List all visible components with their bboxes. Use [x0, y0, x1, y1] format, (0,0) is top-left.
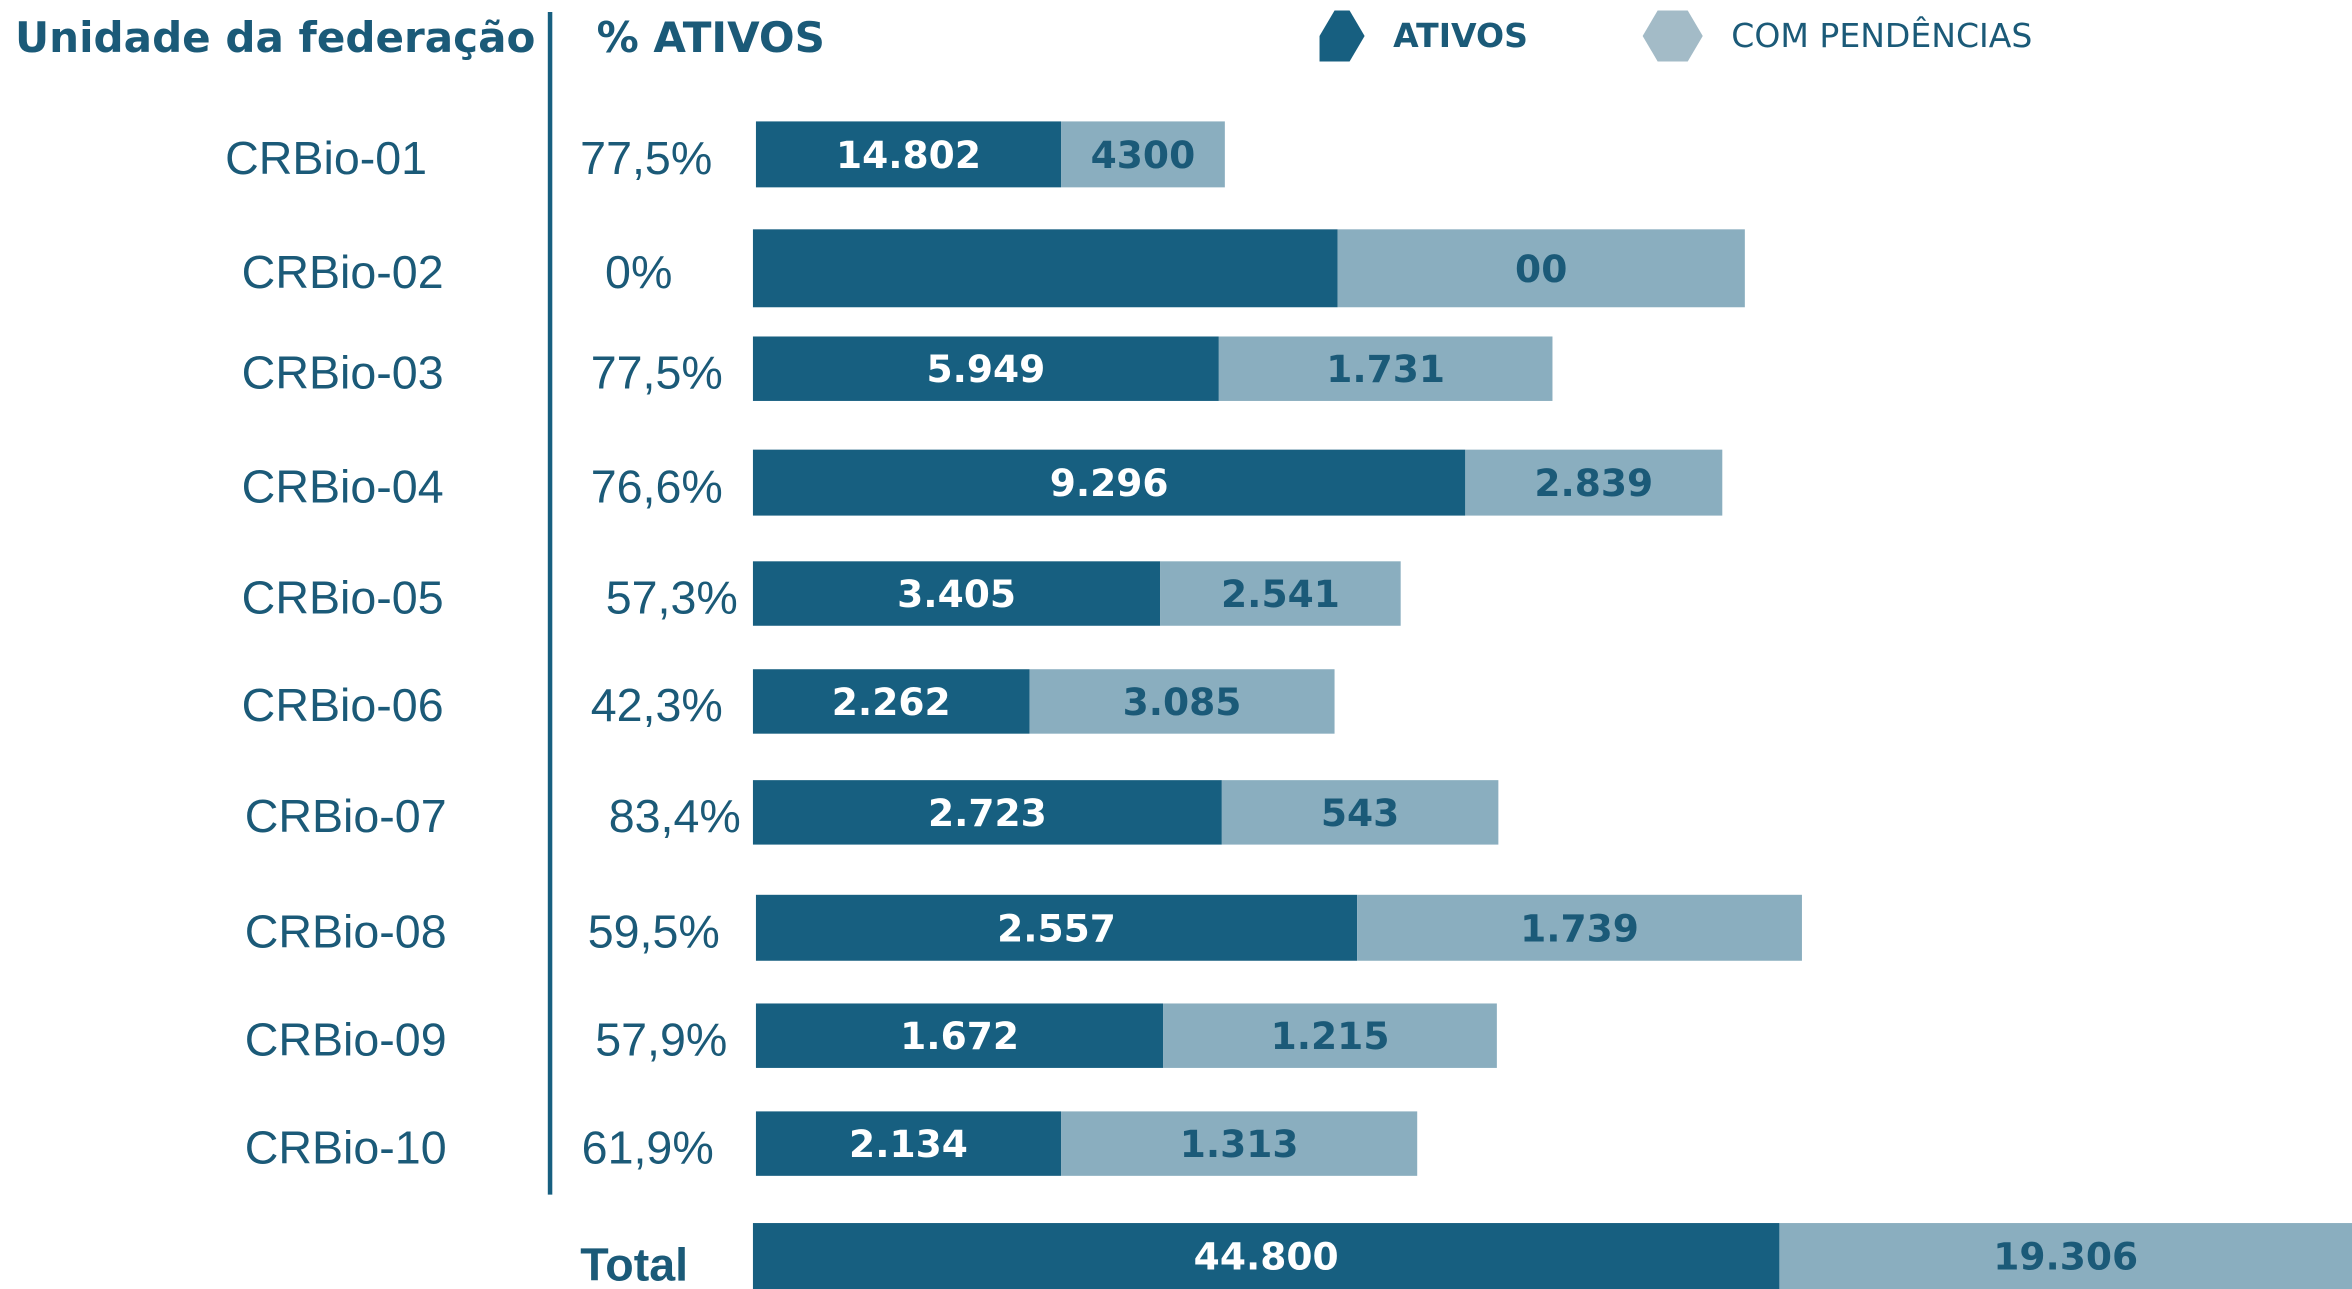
- percent-label: 77,5%: [580, 132, 712, 184]
- region-label: CRBio-03: [242, 347, 444, 399]
- value-pendencias: 2.541: [1221, 572, 1340, 616]
- percent-label: 76,6%: [591, 460, 723, 512]
- bar-pendencias: [1337, 229, 1745, 308]
- percent-label: 61,9%: [582, 1121, 714, 1173]
- bar-ativos: [752, 336, 1219, 401]
- percent-label: 77,5%: [591, 347, 723, 399]
- legend-label: COM PENDÊNCIAS: [1731, 15, 2032, 55]
- region-label: CRBio-10: [245, 1121, 447, 1173]
- region-label: CRBio-09: [245, 1014, 447, 1066]
- bar-pendencias: [1465, 449, 1723, 516]
- bar-ativos: [755, 894, 1358, 961]
- value-pendencias: 2.839: [1534, 461, 1653, 505]
- value-ativos: 5.949: [926, 347, 1045, 391]
- bar-ativos: [752, 780, 1222, 845]
- value-ativos: 2.723: [928, 791, 1047, 835]
- bar-pendencias: [1218, 336, 1553, 401]
- value-pendencias: 1.215: [1271, 1014, 1390, 1058]
- column-header: % ATIVOS: [597, 13, 825, 62]
- legend-swatch: [1319, 10, 1365, 62]
- percent-label: 0%: [605, 246, 672, 298]
- value-ativos: 14.802: [836, 133, 981, 177]
- value-ativos: 3.405: [897, 572, 1016, 616]
- value-pendencias: 1.731: [1326, 347, 1445, 391]
- region-label: CRBio-02: [242, 246, 444, 298]
- bar-pendencias: [1061, 1111, 1418, 1176]
- value-pendencias: 4300: [1091, 133, 1196, 177]
- value-ativos: 2.134: [849, 1122, 968, 1166]
- bar-ativos: [752, 229, 1338, 308]
- region-label: CRBio-07: [245, 790, 447, 842]
- total-label: Total: [580, 1238, 688, 1289]
- bar-pendencias: [1779, 1223, 2352, 1289]
- legend-label: ATIVOS: [1393, 16, 1528, 55]
- bar-pendencias: [1029, 669, 1335, 734]
- bar-pendencias: [1357, 894, 1802, 961]
- percent-label: 57,9%: [595, 1014, 727, 1066]
- bar-pendencias: [1061, 121, 1225, 188]
- value-ativos: 2.262: [832, 680, 951, 724]
- percent-label: 42,3%: [591, 679, 723, 731]
- bar-ativos: [752, 561, 1161, 626]
- bar-ativos: [752, 669, 1030, 734]
- bar-ativos: [752, 1223, 1780, 1289]
- bar-ativos: [755, 1111, 1062, 1176]
- value-pendencias: 1.313: [1180, 1122, 1299, 1166]
- value-ativos: 44.800: [1194, 1235, 1339, 1279]
- value-ativos: 1.672: [900, 1014, 1019, 1058]
- bar-pendencias: [1221, 780, 1499, 845]
- region-label: CRBio-06: [242, 679, 444, 731]
- bar-ativos: [755, 1003, 1164, 1068]
- bar-pendencias: [1163, 1003, 1497, 1068]
- region-label: CRBio-08: [245, 906, 447, 958]
- value-pendencias: 543: [1321, 791, 1399, 835]
- percent-label: 57,3%: [606, 571, 738, 623]
- region-label: CRBio-04: [242, 460, 444, 512]
- legend-swatch: [1642, 10, 1703, 62]
- column-header: Unidade da federação: [15, 13, 535, 62]
- bar-ativos: [755, 121, 1062, 188]
- value-pendencias: 00: [1515, 247, 1567, 291]
- value-ativos: 2.557: [997, 906, 1116, 950]
- percent-label: 59,5%: [588, 906, 720, 958]
- value-pendencias: 3.085: [1123, 680, 1242, 724]
- bar-pendencias: [1160, 561, 1401, 626]
- value-pendencias: 19.306: [1993, 1235, 2138, 1279]
- bar-ativos: [752, 449, 1466, 516]
- region-label: CRBio-01: [225, 132, 427, 184]
- percent-label: 83,4%: [609, 790, 741, 842]
- region-label: CRBio-05: [242, 571, 444, 623]
- value-ativos: 9.296: [1050, 461, 1169, 505]
- value-pendencias: 1.739: [1520, 906, 1639, 950]
